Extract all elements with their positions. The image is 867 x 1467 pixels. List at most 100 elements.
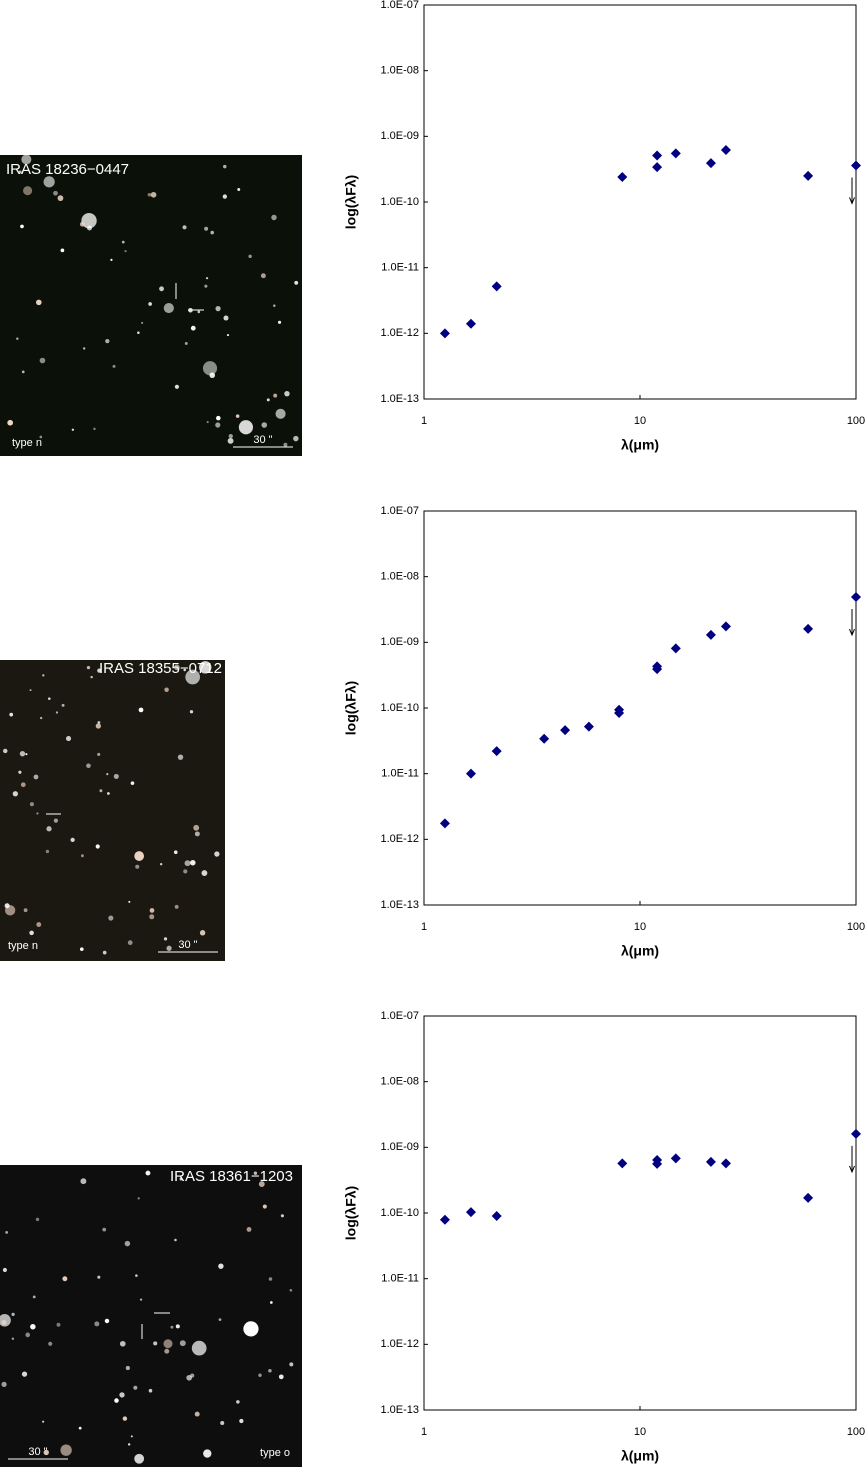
data-point	[652, 1158, 663, 1169]
star	[148, 302, 152, 306]
star	[53, 818, 59, 823]
star	[194, 831, 200, 837]
star	[262, 1204, 267, 1209]
star	[190, 859, 196, 866]
star	[97, 1275, 101, 1279]
y-tick-label: 1.0E-10	[380, 702, 419, 714]
star	[235, 414, 240, 418]
x-tick-label: 1	[421, 415, 427, 427]
star	[65, 736, 72, 742]
y-tick-label: 1.0E-13	[380, 1404, 419, 1416]
star	[56, 1322, 61, 1327]
star	[25, 753, 28, 756]
data-point	[803, 623, 814, 634]
star	[215, 306, 221, 312]
star	[150, 191, 157, 198]
star	[204, 226, 209, 231]
data-point	[705, 158, 716, 169]
data-point	[491, 746, 502, 757]
star	[268, 1368, 272, 1373]
star	[273, 304, 276, 307]
star	[280, 1214, 284, 1218]
star	[145, 1170, 151, 1176]
star	[2, 1267, 7, 1273]
scale-label: 30 "	[178, 939, 197, 951]
star	[21, 1371, 28, 1377]
star	[53, 190, 58, 196]
star	[205, 277, 209, 280]
star	[94, 1321, 100, 1327]
data-point	[652, 664, 663, 675]
y-tick-label: 1.0E-10	[380, 196, 419, 208]
data-point	[652, 162, 663, 173]
x-axis-label: λ(μm)	[621, 437, 659, 453]
x-axis-label: λ(μm)	[621, 1448, 659, 1464]
star	[289, 1362, 294, 1367]
star	[246, 1227, 252, 1232]
data-point	[705, 1156, 716, 1167]
star	[174, 664, 180, 671]
image-title: IRAS 18355−0712	[99, 660, 222, 677]
data-point	[465, 318, 476, 329]
star	[277, 320, 282, 324]
star	[29, 802, 35, 807]
star	[21, 370, 25, 374]
star	[184, 341, 188, 345]
x-axis-label: λ(μm)	[621, 943, 659, 959]
y-tick-label: 1.0E-09	[380, 1141, 419, 1153]
star	[289, 1288, 293, 1292]
star	[23, 186, 33, 196]
star	[71, 428, 75, 431]
star	[149, 908, 155, 913]
star	[185, 669, 201, 685]
data-point	[670, 1153, 681, 1164]
star	[11, 1312, 15, 1316]
star	[102, 950, 107, 955]
star	[62, 1276, 68, 1282]
star	[164, 1348, 170, 1354]
star	[57, 195, 64, 202]
star	[18, 170, 22, 174]
star	[220, 1421, 225, 1426]
data-point	[670, 148, 681, 159]
star	[133, 1385, 138, 1390]
data-point	[720, 1158, 731, 1169]
star	[125, 1365, 131, 1371]
data-point	[539, 733, 550, 744]
image-type: type n	[12, 437, 42, 449]
star	[121, 240, 125, 244]
star	[183, 869, 188, 874]
star	[107, 792, 110, 795]
data-point	[491, 1211, 502, 1222]
star	[95, 723, 101, 729]
star-fields	[0, 155, 302, 1467]
star	[60, 248, 65, 253]
image-title: IRAS 18361−1203	[170, 1168, 293, 1185]
star	[179, 1177, 183, 1181]
star	[3, 748, 8, 754]
star	[39, 716, 43, 720]
star	[87, 225, 92, 231]
y-axis-label: log(λFλ)	[343, 681, 359, 735]
star	[127, 940, 133, 946]
star	[99, 789, 103, 793]
star	[268, 1277, 273, 1281]
star	[218, 1318, 222, 1321]
star	[39, 357, 46, 364]
star	[29, 689, 32, 692]
y-axis-label: log(λFλ)	[343, 175, 359, 229]
star	[174, 1238, 177, 1242]
image-type: type o	[260, 1447, 290, 1459]
star	[253, 1171, 258, 1175]
star	[174, 904, 179, 909]
star	[21, 154, 32, 165]
x-tick-label: 100	[847, 1426, 865, 1438]
star	[199, 930, 206, 936]
data-point	[614, 704, 625, 715]
star	[70, 837, 75, 843]
star	[29, 930, 34, 936]
star	[173, 850, 178, 855]
image-type: type n	[8, 940, 38, 952]
data-point	[491, 281, 502, 292]
